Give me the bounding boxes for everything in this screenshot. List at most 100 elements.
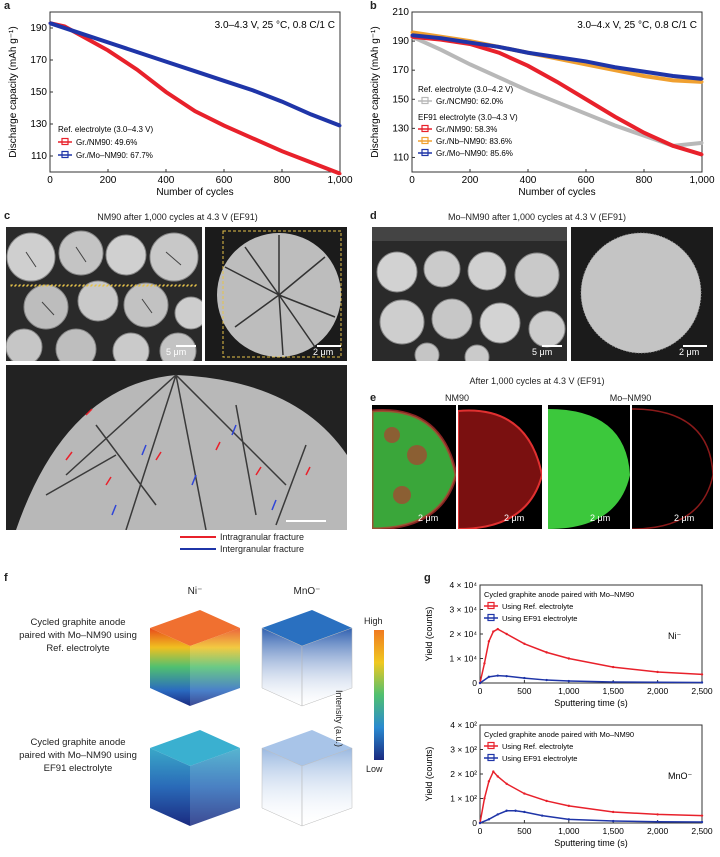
legend-marker [421, 148, 429, 157]
x-tick-label: 0 [478, 686, 483, 696]
panel-f-row1: Cycled graphite anode paired with Mo–NM9… [19, 617, 137, 654]
fracture-zoom-graphic [16, 374, 347, 530]
data-point [478, 681, 482, 685]
data-point [492, 770, 495, 773]
data-point [700, 141, 704, 145]
legend-marker [421, 96, 429, 105]
x-tick-label: 200 [462, 175, 479, 186]
legend-label: Gr./Mo–NM90: 67.7% [76, 151, 153, 160]
data-point [700, 77, 704, 81]
legend-label: Using EF91 electrolyte [502, 614, 577, 623]
x-axis-label: Sputtering time (s) [554, 838, 628, 848]
scale-label-d1: 5 μm [532, 347, 553, 357]
data-point [280, 149, 284, 153]
x-tick-label: 400 [158, 175, 175, 186]
colorbar-high: High [364, 616, 383, 626]
data-point [48, 21, 52, 25]
data-point [496, 674, 499, 677]
legend-label: Using Ref. electrolyte [502, 742, 573, 751]
legend-label: Gr./NM90: 58.3% [436, 125, 497, 134]
x-tick-label: 500 [517, 826, 531, 836]
scale-label-c1: 5 μm [166, 347, 187, 357]
data-point [410, 30, 414, 34]
legend-title: Ref. electrolyte (3.0–4.2 V) [418, 85, 513, 94]
data-point [612, 665, 615, 669]
legend-intragranular-label: Intragranular fracture [220, 532, 305, 542]
y-tick-label: 3 × 10⁴ [449, 605, 477, 615]
data-point [584, 97, 588, 101]
data-point [483, 797, 486, 800]
panel-f-col1: Ni⁻ [187, 586, 203, 597]
eds-mo-red-graphic [632, 408, 713, 529]
legend-marker [421, 124, 429, 133]
data-point [338, 124, 342, 128]
y-tick-label: 0 [472, 678, 477, 688]
data-point [613, 65, 617, 69]
data-point [671, 78, 675, 82]
x-axis-label: Sputtering time (s) [554, 698, 628, 708]
panel-f-col2: MnO⁻ [293, 586, 321, 597]
data-point [487, 818, 491, 821]
panel-f-label: f [4, 572, 8, 584]
data-point [468, 41, 472, 45]
data-point [496, 627, 499, 631]
legend-label: Gr./NM90: 49.6% [76, 138, 137, 147]
scale-label-e1: 2 μm [418, 513, 439, 523]
eds-nm90-red: 2 μm [458, 405, 542, 529]
series-line [479, 810, 703, 824]
series-line [479, 770, 703, 824]
data-point [77, 31, 81, 35]
legend-marker [487, 753, 495, 762]
data-point [496, 775, 499, 778]
data-point [193, 69, 197, 73]
data-point [523, 676, 526, 680]
data-point [497, 45, 501, 49]
x-tick-label: 0 [478, 826, 483, 836]
scale-label-e2: 2 μm [504, 513, 525, 523]
panel-d-title: Mo–NM90 after 1,000 cycles at 4.3 V (EF9… [447, 212, 627, 222]
y-axis-label: Discharge capacity (mAh g⁻¹) [370, 26, 381, 157]
data-point [106, 48, 110, 52]
panel-d-label: d [370, 210, 377, 222]
y-tick-label: 1 × 10⁴ [449, 654, 477, 664]
sem-nm90-overview: 5 μm [6, 227, 202, 361]
data-point [164, 90, 168, 94]
colorbar-low: Low [366, 764, 383, 774]
x-tick-label: 2,000 [647, 826, 669, 836]
legend-title: Cycled graphite anode paired with Mo–NM9… [484, 590, 634, 599]
panel-c-label: c [4, 210, 11, 222]
data-point [526, 64, 530, 68]
y-tick-label: 4 × 10⁴ [449, 580, 477, 590]
y-tick-label: 110 [31, 151, 47, 162]
panel-e-title: After 1,000 cycles at 4.3 V (EF91) [469, 376, 605, 386]
data-point [135, 68, 139, 72]
data-point [567, 818, 570, 821]
x-tick-label: 600 [578, 175, 595, 186]
chart-g1: 0 500 1,000 1,500 2,000 2,500 0 1 × 10⁴ 2 × 10⁴ 3… [424, 580, 713, 708]
legend-title: Ref. electrolyte (3.0–4.3 V) [58, 125, 153, 134]
x-tick-label: 1,000 [558, 826, 580, 836]
data-point [555, 55, 559, 59]
legend-label: Gr./NCM90: 62.0% [436, 97, 503, 106]
data-point [164, 60, 168, 64]
y-tick-label: 1 × 10² [450, 794, 477, 804]
y-tick-label: 170 [392, 65, 409, 76]
data-point [487, 675, 491, 679]
chart-a-annotation: 3.0–4.3 V, 25 °C, 0.8 C/1 C [215, 20, 335, 31]
x-tick-label: 1,500 [603, 686, 625, 696]
data-point [656, 681, 659, 684]
data-point [514, 809, 517, 812]
data-point [613, 68, 617, 72]
panel-e-mo-nm90-heading: Mo–NM90 [609, 393, 652, 403]
data-point [567, 657, 570, 660]
red-arrow-icon [180, 536, 216, 538]
data-point [193, 109, 197, 113]
y-tick-label: 2 × 10² [450, 769, 477, 779]
legend-intergranular: Intergranular fracture [180, 544, 304, 554]
data-point [642, 131, 646, 135]
legend-label: Gr./Nb–NM90: 83.6% [436, 137, 512, 146]
y-axis-label: Yield (counts) [424, 607, 434, 662]
y-tick-label: 210 [392, 7, 409, 18]
x-tick-label: 400 [520, 175, 537, 186]
data-point [612, 819, 615, 823]
